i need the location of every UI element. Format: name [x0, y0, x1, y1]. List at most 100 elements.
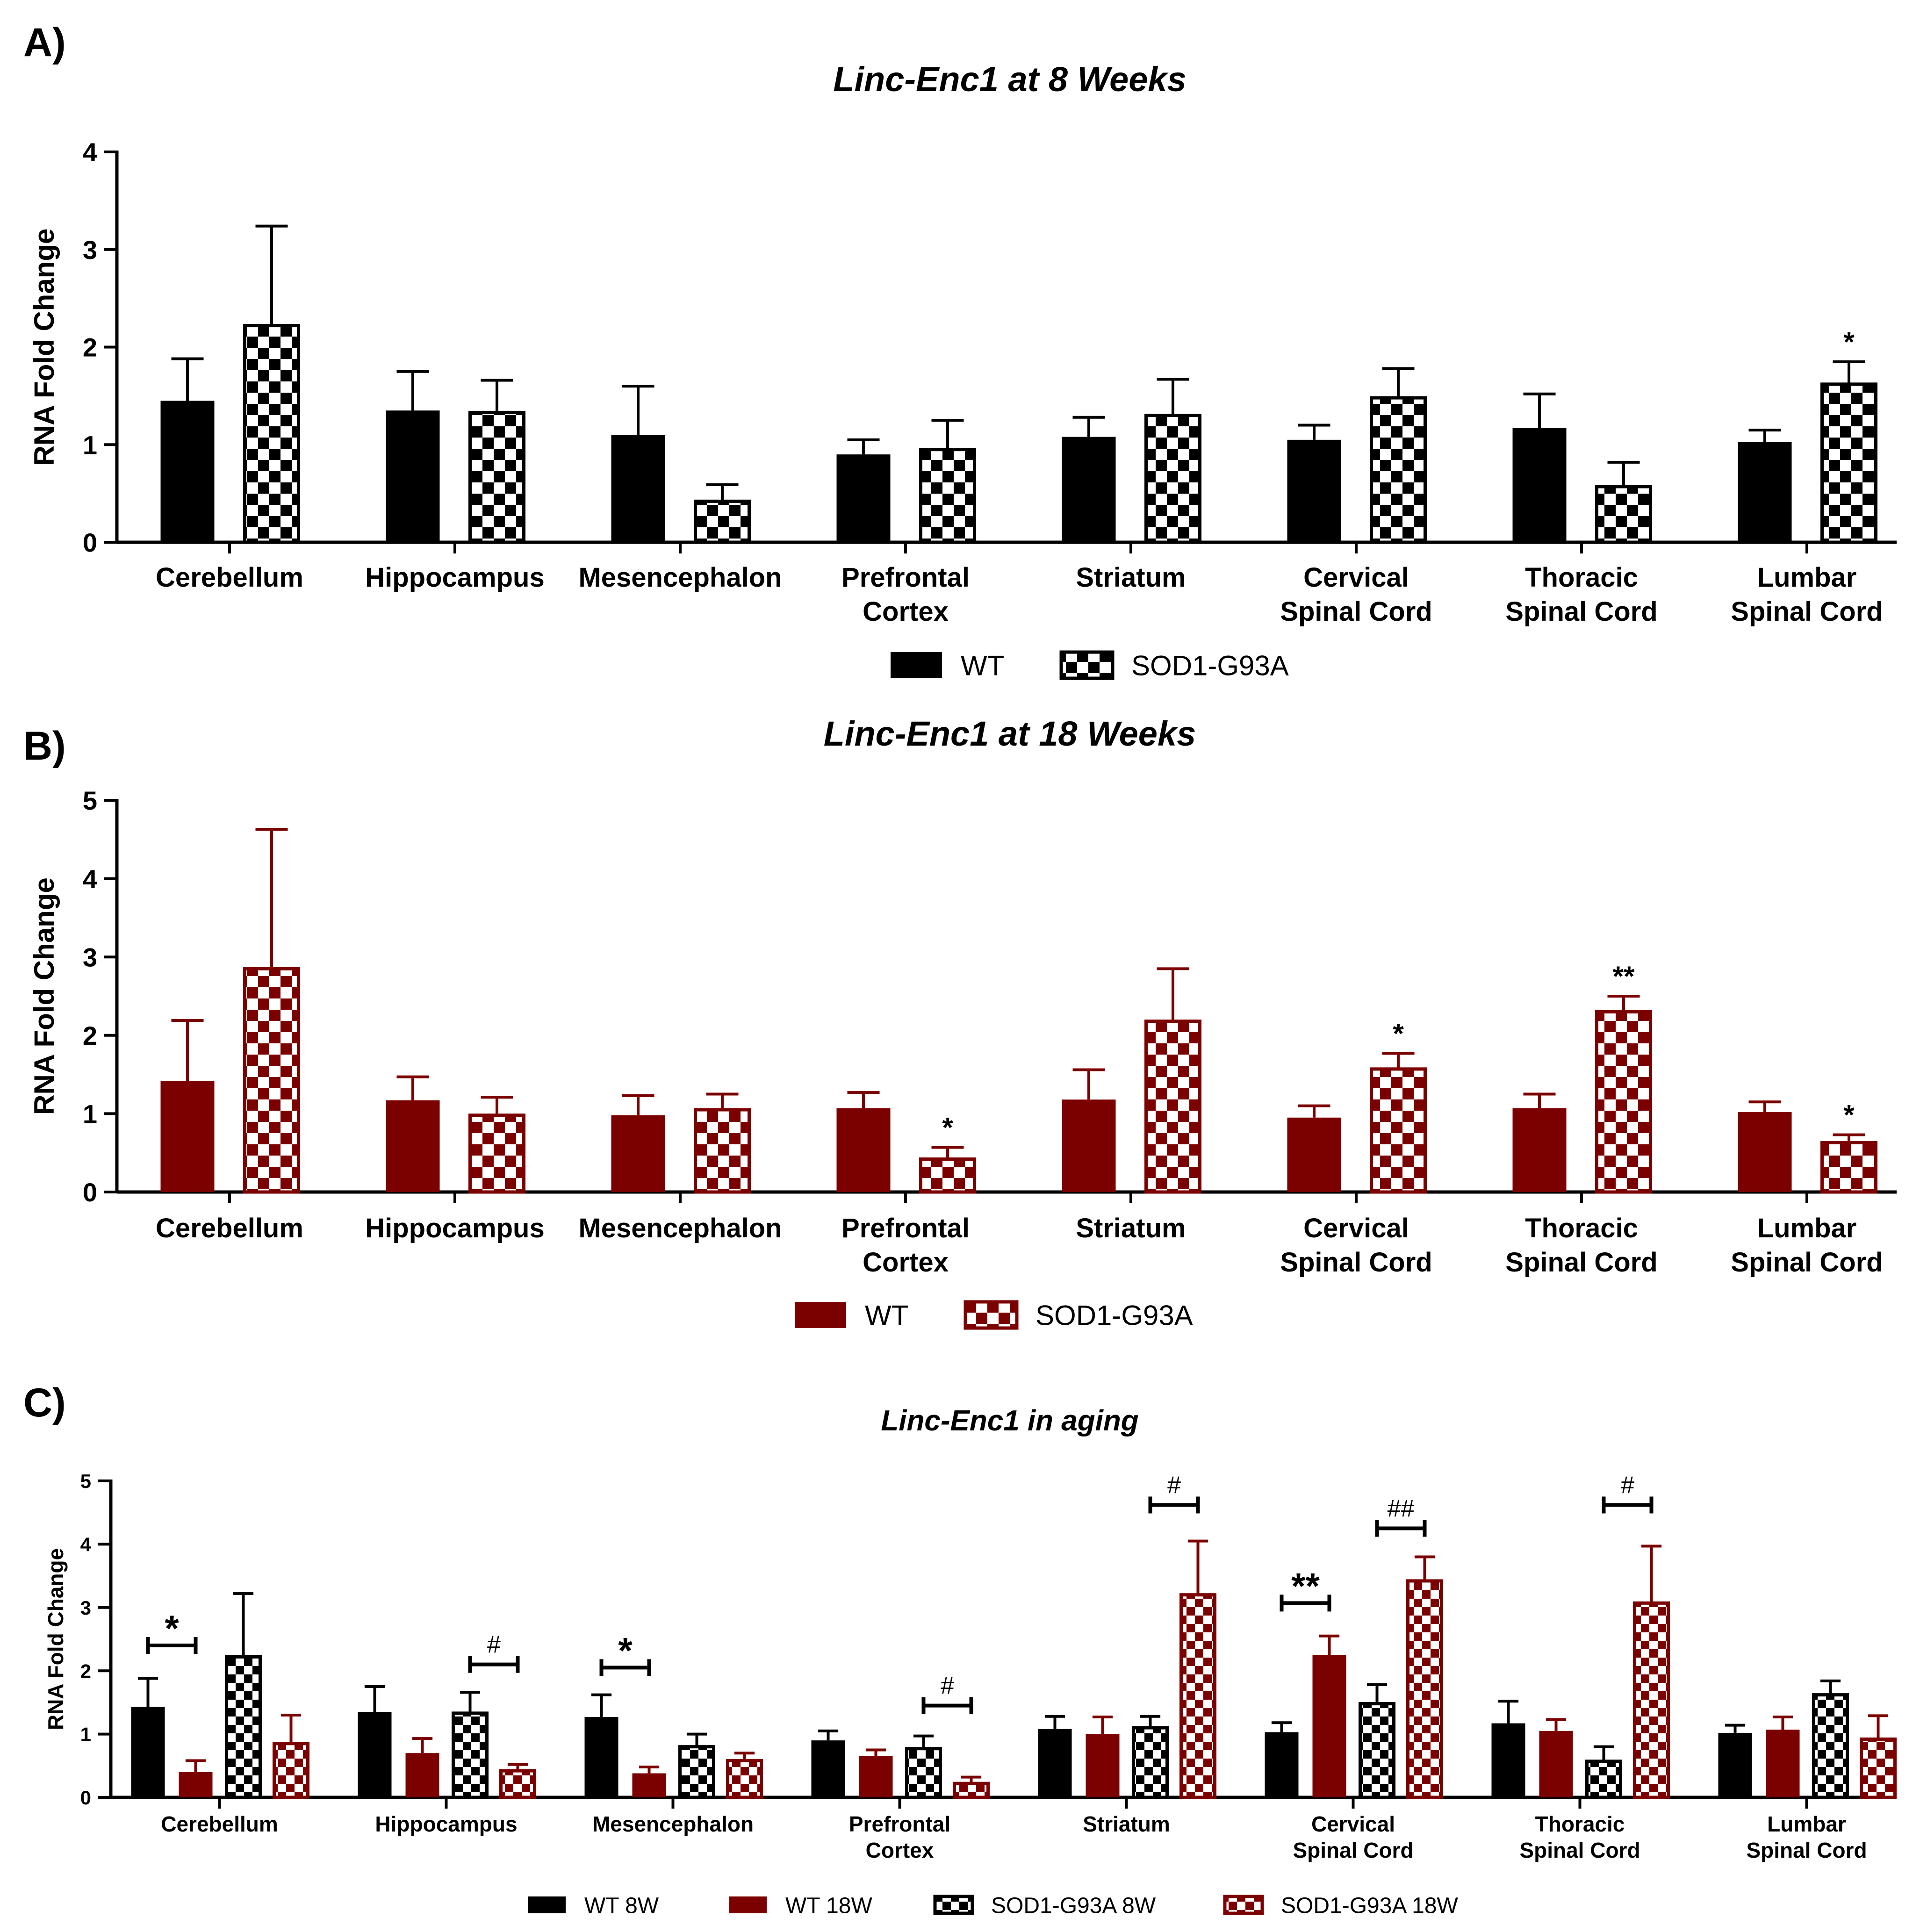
significance-marker: # — [487, 1631, 501, 1659]
bar-wt — [611, 1115, 665, 1192]
x-tick-label: Thoracic — [1525, 562, 1638, 593]
bar-sod1-g93a — [243, 324, 300, 544]
legend-label: SOD1-G93A — [1131, 650, 1289, 682]
bar-wt — [160, 1081, 215, 1192]
x-tick-label: Hippocampus — [375, 1812, 517, 1836]
significance-marker: * — [942, 1112, 953, 1143]
significance-marker: ** — [1291, 1565, 1320, 1606]
panel-a: A) Linc-Enc1 at 8 Weeks 0 1 2 3 4 RNA Fold Chan… — [23, 20, 1897, 682]
y-tick-label: 1 — [83, 430, 97, 460]
bar-wt — [836, 1108, 891, 1192]
y-tick-label: 2 — [80, 1660, 91, 1682]
legend: WT 8W WT 18W SOD1-G93A 8W SOD1-G93A 18W — [528, 1893, 1459, 1918]
y-tick-label: 4 — [80, 1534, 92, 1556]
bar-wt-8w — [811, 1740, 845, 1797]
x-tick-label: Thoracic — [1525, 1213, 1638, 1243]
bar-wt-18w — [632, 1773, 666, 1797]
bar-wt-18w — [1539, 1731, 1573, 1797]
x-tick-label: Lumbar — [1757, 562, 1857, 593]
x-tick-label: Hippocampus — [365, 562, 545, 593]
bar-wt-8w — [1038, 1729, 1072, 1797]
bar-sod1-g93a — [1595, 485, 1652, 544]
legend-swatch — [891, 652, 942, 678]
bar-sod1-g93a — [1820, 1141, 1877, 1194]
bar-sod1-g93a-18w — [499, 1769, 536, 1799]
bar-wt-18w — [859, 1756, 893, 1797]
bar-wt — [1512, 1108, 1567, 1192]
bar-sod1-g93a-18w — [726, 1759, 763, 1799]
bar-wt — [1287, 1117, 1341, 1192]
x-tick-label: Spinal Cord — [1746, 1838, 1867, 1862]
panel-letter: A) — [23, 20, 66, 65]
y-axis-label: RNA Fold Change — [43, 1548, 68, 1730]
y-tick-label: 5 — [83, 786, 97, 815]
x-tick-label: Cervical — [1311, 1812, 1395, 1836]
x-tick-label: Mesencephalon — [578, 562, 782, 593]
significance-marker: # — [1621, 1472, 1634, 1499]
bar-wt-18w — [1086, 1734, 1120, 1797]
bar-sod1-g93a — [694, 1108, 751, 1194]
bar-wt-18w — [1766, 1730, 1800, 1797]
y-tick-label: 3 — [83, 235, 97, 265]
bar-sod1-g93a — [1370, 396, 1427, 544]
legend-label: SOD1-G93A 8W — [991, 1893, 1156, 1918]
x-tick-label: Thoracic — [1535, 1812, 1625, 1836]
panel-letter: C) — [23, 1380, 66, 1425]
bar-wt-8w — [1718, 1732, 1752, 1797]
bar-wt-8w — [1491, 1723, 1525, 1797]
bar-wt-18w — [179, 1772, 213, 1797]
bar-sod1-g93a-8w — [1132, 1726, 1169, 1799]
x-tick-label: Spinal Cord — [1505, 1247, 1657, 1278]
significance-marker: # — [941, 1673, 954, 1700]
bar-wt-18w — [1312, 1655, 1346, 1797]
chart-title: Linc-Enc1 in aging — [881, 1405, 1138, 1437]
x-tick-label: Spinal Cord — [1519, 1838, 1640, 1862]
x-tick-label: Hippocampus — [365, 1213, 545, 1243]
x-tick-label: Cortex — [863, 596, 949, 627]
x-tick-label: Lumbar — [1767, 1812, 1846, 1836]
significance-marker: # — [1167, 1472, 1181, 1499]
y-tick-label: 4 — [83, 137, 97, 167]
bar-wt-8w — [358, 1712, 392, 1797]
bar-sod1-g93a-8w — [1812, 1693, 1849, 1799]
bar-sod1-g93a — [919, 1157, 976, 1194]
bar-wt-18w — [405, 1753, 439, 1797]
y-tick-label: 2 — [83, 1021, 97, 1050]
bar-sod1-g93a-8w — [1359, 1702, 1395, 1799]
x-tick-label: Prefrontal — [841, 562, 970, 593]
bar-sod1-g93a-8w — [452, 1711, 489, 1799]
bar-sod1-g93a-18w — [1179, 1593, 1216, 1799]
bar-wt — [1062, 1099, 1116, 1192]
legend-swatch — [933, 1895, 974, 1915]
legend-label: SOD1-G93A — [1036, 1300, 1193, 1331]
x-tick-label: Spinal Cord — [1280, 1247, 1432, 1278]
legend-swatch — [729, 1896, 767, 1913]
x-tick-label: Spinal Cord — [1280, 596, 1432, 627]
bar-sod1-g93a-18w — [953, 1781, 990, 1799]
y-tick-label: 0 — [83, 1178, 97, 1207]
x-tick-label: Striatum — [1076, 1213, 1186, 1243]
legend-swatch — [795, 1302, 846, 1328]
y-tick-label: 3 — [80, 1597, 91, 1619]
bar-sod1-g93a-8w — [225, 1655, 262, 1799]
bar-wt — [611, 435, 665, 542]
x-tick-label: Mesencephalon — [578, 1213, 782, 1243]
y-tick-label: 5 — [80, 1470, 91, 1492]
bar-sod1-g93a-8w — [678, 1745, 715, 1799]
bar-wt — [386, 1100, 440, 1192]
y-tick-label: 1 — [83, 1099, 97, 1129]
legend: WT SOD1-G93A — [891, 650, 1289, 682]
y-tick-label: 0 — [83, 528, 97, 557]
bar-wt-8w — [1265, 1732, 1299, 1797]
x-tick-label: Cortex — [863, 1247, 949, 1278]
bar-wt — [1512, 428, 1567, 542]
legend-swatch — [1059, 650, 1115, 680]
legend-label: WT 18W — [785, 1893, 872, 1918]
x-tick-label: Spinal Cord — [1731, 596, 1883, 627]
x-tick-label: Cerebellum — [156, 1213, 303, 1243]
y-axis-label: RNA Fold Change — [29, 877, 60, 1115]
y-tick-label: 0 — [80, 1787, 91, 1809]
bar-wt — [1287, 439, 1341, 542]
bar-sod1-g93a — [1144, 1020, 1201, 1194]
